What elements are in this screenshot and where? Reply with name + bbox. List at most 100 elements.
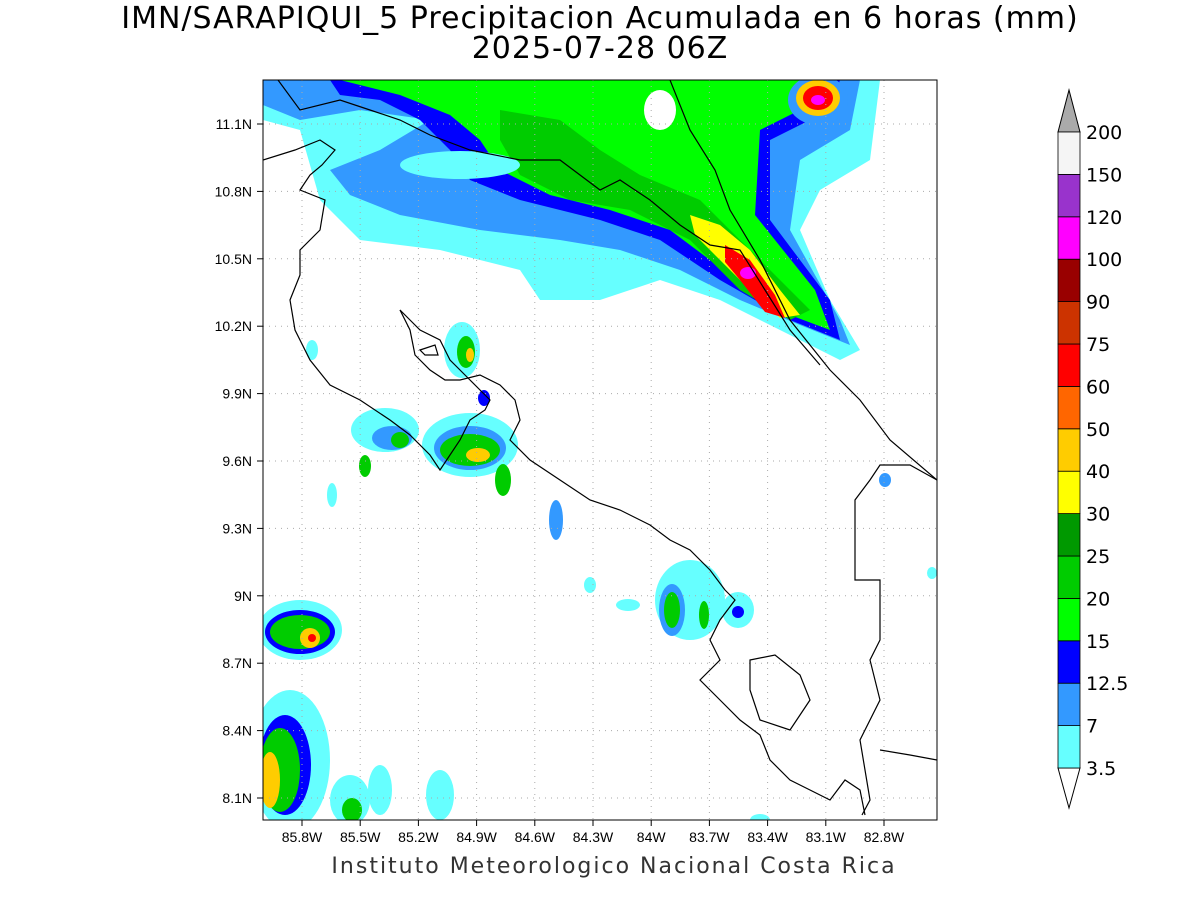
precip-cell	[584, 577, 596, 593]
lat-label: 10.5N	[215, 251, 252, 267]
lon-label: 84W	[637, 829, 667, 845]
colorbar: 3.5 7 12.5 15 20 25 30 40 50 60 75 90 100 120 150 200	[1057, 88, 1128, 810]
precip-cell	[466, 448, 490, 462]
precip-cell	[549, 500, 563, 540]
lon-label: 84.9W	[456, 829, 497, 845]
colorbar-label: 150	[1086, 164, 1122, 186]
panama-border	[854, 464, 937, 816]
colorbar-swatch	[1057, 173, 1081, 218]
colorbar-label: 25	[1086, 546, 1110, 568]
colorbar-label: 100	[1086, 249, 1122, 271]
footer-credit: Instituto Meteorologico Nacional Costa R…	[331, 854, 897, 879]
colorbar-label: 12.5	[1086, 673, 1128, 695]
colorbar-swatch	[1057, 131, 1081, 175]
map-frame	[262, 79, 938, 821]
colorbar-swatch	[1057, 598, 1081, 642]
colorbar-swatch	[1057, 216, 1081, 260]
colorbar-label: 15	[1086, 631, 1110, 653]
lat-label: 8.7N	[222, 655, 252, 671]
colorbar-label: 40	[1086, 461, 1110, 483]
nicaragua-border	[277, 80, 821, 366]
lon-label: 85.2W	[398, 829, 439, 845]
precip-cell	[466, 348, 474, 362]
colorbar-label: 75	[1086, 334, 1110, 356]
caribbean-coast	[669, 80, 937, 481]
lon-label: 83.4W	[747, 829, 788, 845]
precip-cell	[368, 765, 392, 815]
colorbar-swatch	[1057, 513, 1081, 557]
colorbar-label: 30	[1086, 504, 1110, 526]
pacific-coast-north	[263, 139, 491, 472]
precip-area-north-60	[725, 245, 785, 318]
colorbar-lower-arrow	[1057, 767, 1081, 810]
precip-core-magenta	[740, 267, 756, 279]
map-title: IMN/SARAPIQUI_5 Precipitacion Acumulada …	[121, 1, 1079, 36]
precip-cell-ne-100	[811, 95, 825, 105]
lon-label: 82.8W	[864, 829, 905, 845]
latitude-axis: 11.1N 10.8N 10.5N 10.2N 9.9N 9.6N 9.3N 9N 8.7N 8.…	[215, 116, 263, 806]
map-datetime: 2025-07-28 06Z	[471, 31, 729, 66]
lat-label: 8.4N	[222, 723, 252, 739]
lat-label: 10.2N	[215, 318, 252, 334]
map-grid	[263, 80, 937, 820]
colorbar-swatch	[1057, 640, 1081, 684]
panama-coast-south	[879, 749, 937, 761]
precip-cell	[391, 432, 409, 448]
colorbar-label: 50	[1086, 419, 1110, 441]
precip-cell	[359, 455, 371, 477]
precip-area-north-15	[340, 80, 830, 330]
lat-label: 9.9N	[222, 386, 252, 402]
lat-label: 9.6N	[222, 453, 252, 469]
longitude-axis: 85.8W 85.5W 85.2W 84.9W 84.6W 84.3W 84W 83.7W 83…	[282, 820, 905, 845]
precip-cell	[495, 464, 511, 496]
lat-label: 9.3N	[222, 520, 252, 536]
colorbar-swatch	[1057, 301, 1081, 345]
colorbar-label: 20	[1086, 588, 1110, 610]
lat-label: 11.1N	[216, 116, 252, 132]
colorbar-swatch	[1057, 555, 1081, 599]
lat-label: 8.1N	[222, 790, 252, 806]
lon-label: 84.3W	[573, 829, 614, 845]
precip-cell	[342, 798, 362, 820]
colorbar-swatch	[1057, 428, 1081, 472]
precip-cell	[478, 390, 490, 406]
lon-label: 83.7W	[689, 829, 730, 845]
precip-cell	[699, 601, 709, 629]
gulf-nicoya	[399, 309, 866, 816]
colorbar-swatch	[1057, 343, 1081, 387]
precip-cell	[879, 473, 891, 487]
lon-label: 85.8W	[282, 829, 323, 845]
osa-peninsula	[749, 654, 811, 731]
colorbar-swatch	[1057, 725, 1081, 769]
colorbar-swatch	[1057, 682, 1081, 727]
lat-label: 9N	[234, 588, 252, 604]
precip-cell	[308, 634, 316, 642]
lon-label: 84.6W	[515, 829, 556, 845]
colorbar-label: 90	[1086, 292, 1110, 314]
precip-cell	[927, 567, 937, 579]
precip-cell	[306, 340, 318, 360]
coastline	[263, 80, 937, 816]
precip-cell	[664, 592, 680, 628]
colorbar-label: 60	[1086, 376, 1110, 398]
precip-gap-light	[400, 151, 520, 179]
precip-cell	[327, 483, 337, 507]
precip-gap	[644, 90, 676, 130]
precip-cell	[732, 606, 744, 618]
lat-label: 10.8N	[215, 183, 252, 199]
lon-label: 83.1W	[806, 829, 847, 845]
lon-label: 85.5W	[340, 829, 381, 845]
colorbar-label: 200	[1086, 122, 1122, 144]
colorbar-swatch	[1057, 470, 1081, 515]
colorbar-swatch	[1057, 258, 1081, 303]
colorbar-label: 7	[1086, 716, 1098, 738]
precipitation-field	[263, 80, 937, 820]
precip-cell	[616, 599, 640, 611]
precip-cell	[426, 770, 454, 820]
precip-cell	[263, 752, 280, 808]
lake-nicaragua	[418, 344, 439, 356]
colorbar-swatch	[1057, 385, 1081, 430]
colorbar-label: 120	[1086, 207, 1122, 229]
colorbar-upper-arrow	[1057, 88, 1081, 133]
